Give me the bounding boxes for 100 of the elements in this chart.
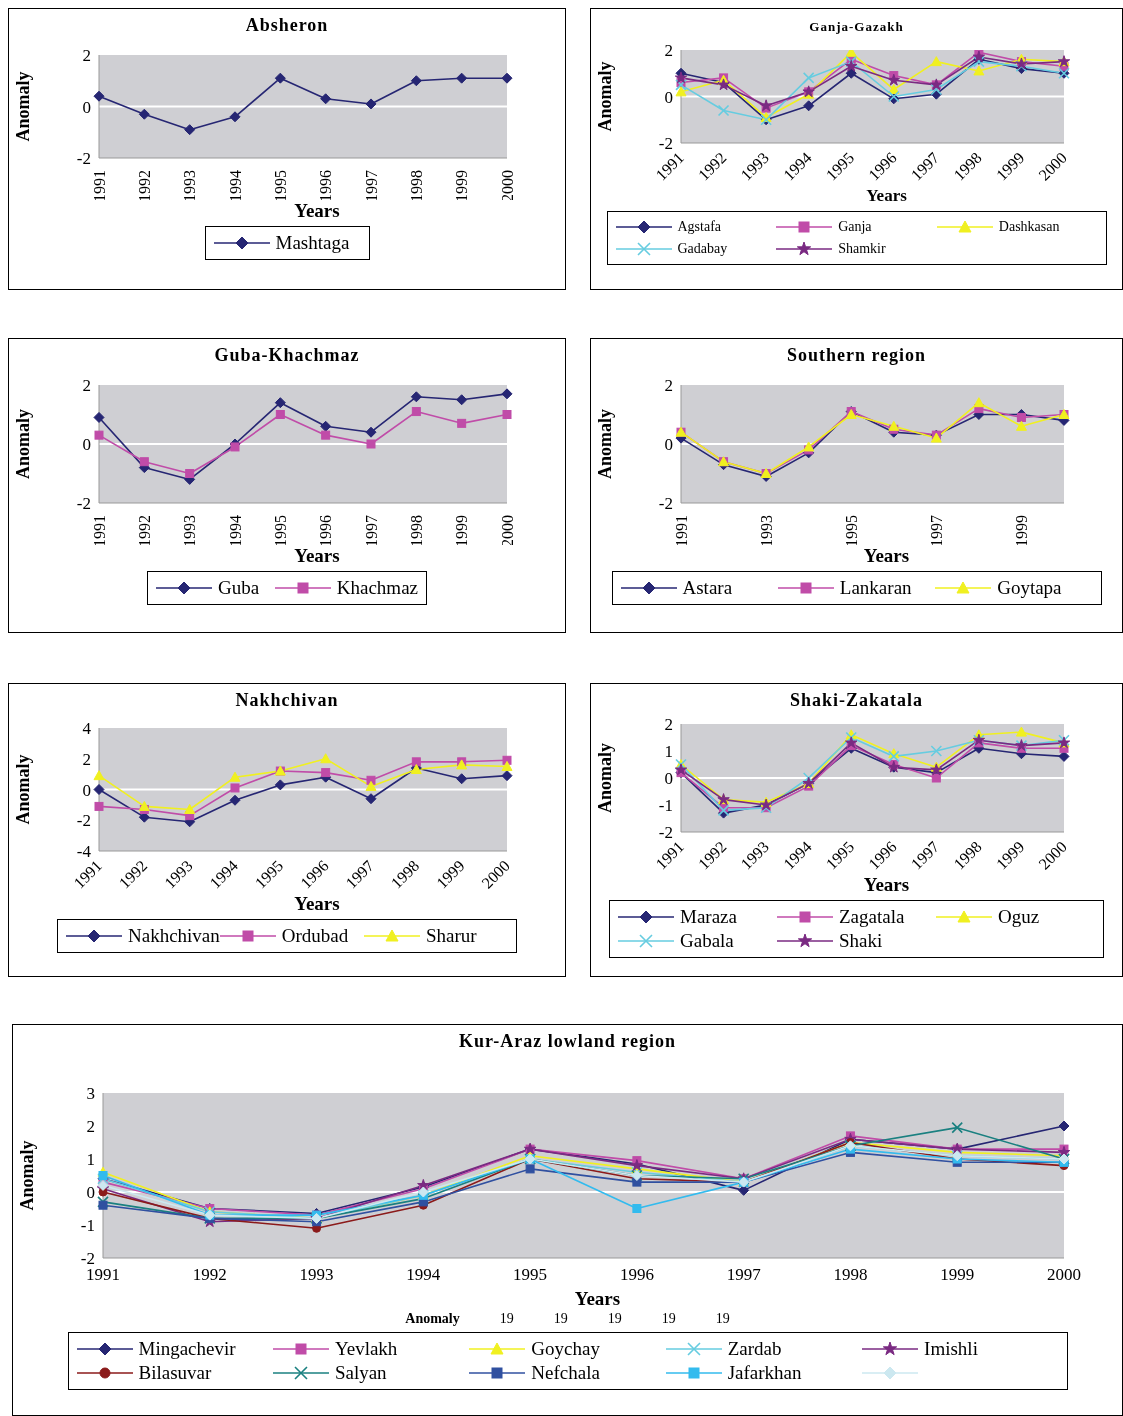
y-tick-label: 1 <box>86 1150 95 1170</box>
legend-label: Mashtaga <box>275 232 350 254</box>
y-axis-title: Anomaly <box>595 61 616 132</box>
x-axis-title: Years <box>294 545 340 566</box>
y-tick-label: 2 <box>664 41 673 61</box>
legend-label: Bilasuvar <box>138 1362 212 1384</box>
x-tick-label: 1999 <box>453 170 471 202</box>
x-axis-title: Years <box>863 545 910 566</box>
x-tick-label: 1995 <box>271 170 289 202</box>
y-tick-label: -1 <box>80 1216 95 1236</box>
chart-title: Guba-Khachmaz <box>213 345 361 366</box>
x-tick-label: 1993 <box>757 515 775 547</box>
text: 19 <box>553 1310 568 1328</box>
x-tick-label: 1992 <box>135 170 153 202</box>
x-tick-label: 1995 <box>271 515 289 547</box>
x-tick-label: 1993 <box>161 856 196 892</box>
chart-title: Nakhchivan <box>234 690 340 711</box>
x-tick-label: 1994 <box>780 148 815 184</box>
y-tick-label: -2 <box>76 149 91 169</box>
text: 19 <box>715 1310 730 1328</box>
legend-label: Shamkir <box>838 241 886 257</box>
legend-label: Imishli <box>924 1338 978 1360</box>
x-tick-label: 1998 <box>407 170 425 202</box>
x-tick-label: 1992 <box>135 515 153 547</box>
y-tick-label: 0 <box>82 435 91 455</box>
y-tick-label: 0 <box>86 1183 95 1203</box>
x-tick-label: 1997 <box>726 1265 762 1284</box>
x-tick-label: 1996 <box>317 170 335 202</box>
x-tick-label: 2000 <box>1047 1265 1081 1284</box>
legend-label: Shaki <box>839 930 883 952</box>
text: 19 <box>499 1310 514 1328</box>
y-tick-label: -2 <box>76 494 91 514</box>
y-axis-title: Anomaly <box>17 1140 38 1211</box>
x-tick-label: 1994 <box>226 170 244 202</box>
legend-label: Guba <box>218 577 260 599</box>
legend-label: Gadabay <box>677 241 728 257</box>
y-tick-label: 4 <box>82 719 92 739</box>
legend-label: Salyan <box>334 1362 387 1384</box>
x-tick-label: 1995 <box>513 1265 548 1284</box>
chart-title: Southern region <box>785 345 928 366</box>
legend-label: Maraza <box>680 906 737 928</box>
x-axis-title: Years <box>294 200 340 221</box>
legend-label: Nakhchivan <box>128 925 220 947</box>
x-tick-label: 1999 <box>453 515 471 547</box>
x-tick-label: 1994 <box>226 515 244 547</box>
y-tick-label: 2 <box>82 46 91 66</box>
legend-label: Goytapa <box>997 577 1062 599</box>
x-tick-label: 1999 <box>1012 515 1030 547</box>
legend-label: Dashkasan <box>998 219 1060 235</box>
x-tick-label: 1997 <box>362 515 380 547</box>
y-tick-label: -4 <box>76 842 92 862</box>
legend-label: Mingachevir <box>138 1338 236 1360</box>
y-tick-label: -2 <box>658 134 673 154</box>
y-tick-label: 2 <box>664 715 673 735</box>
chart-title: Kur-Araz lowland region <box>458 1031 677 1052</box>
x-tick-label: 1999 <box>940 1265 975 1284</box>
x-axis-title: Years <box>293 893 341 915</box>
x-tick-label: 1997 <box>927 515 945 547</box>
x-tick-label: 1991 <box>90 515 108 547</box>
y-tick-label: 2 <box>86 1117 95 1137</box>
x-tick-label: 1995 <box>842 515 860 547</box>
y-tick-label: 0 <box>664 435 673 455</box>
y-tick-label: 2 <box>664 376 673 396</box>
legend-label: Zardab <box>727 1338 782 1360</box>
x-tick-label: 1993 <box>299 1265 334 1284</box>
legend-label: Jafarkhan <box>727 1362 802 1384</box>
y-tick-label: 0 <box>664 769 673 789</box>
chart-title: Ganja-Gazakh <box>808 19 905 35</box>
x-tick-label: 1994 <box>406 1265 441 1284</box>
y-tick-label: -2 <box>76 811 91 831</box>
x-tick-label: 1994 <box>780 837 815 873</box>
x-axis-title: Years <box>862 874 911 896</box>
y-axis-title: Anomaly <box>13 71 34 142</box>
x-axis-title: Years <box>573 1288 622 1310</box>
legend-label: Ordubad <box>281 925 349 947</box>
text: 19 <box>661 1310 676 1328</box>
legend-label: Sharur <box>425 925 477 947</box>
x-axis-title: Years <box>865 185 908 207</box>
y-axis-title: Anomaly <box>595 742 616 814</box>
legend-label: Lankaran <box>839 577 912 599</box>
y-tick-label: 2 <box>82 376 91 396</box>
y-tick-label: -2 <box>658 823 673 843</box>
x-tick-label: 1993 <box>181 515 199 547</box>
y-tick-label: 3 <box>86 1084 95 1104</box>
y-axis-title: Anomaly <box>595 408 616 480</box>
legend-label: Khachmaz <box>336 577 418 599</box>
x-tick-label: 1999 <box>433 856 468 892</box>
chart-title: Absheron <box>244 15 330 36</box>
x-tick-label: 1997 <box>362 170 380 202</box>
y-axis-title: Anomaly <box>13 408 34 480</box>
y-tick-label: 0 <box>664 87 673 107</box>
y-tick-label: -1 <box>658 796 673 816</box>
text: 19 <box>607 1310 622 1328</box>
y-tick-label: 0 <box>82 780 91 800</box>
x-tick-label: 1998 <box>407 515 425 547</box>
legend-label: Yevlakh <box>334 1338 398 1360</box>
x-tick-label: 1993 <box>181 170 199 202</box>
legend-label: Nefchala <box>531 1362 600 1384</box>
legend-label: Oguz <box>998 906 1040 928</box>
y-tick-label: 2 <box>82 749 91 769</box>
